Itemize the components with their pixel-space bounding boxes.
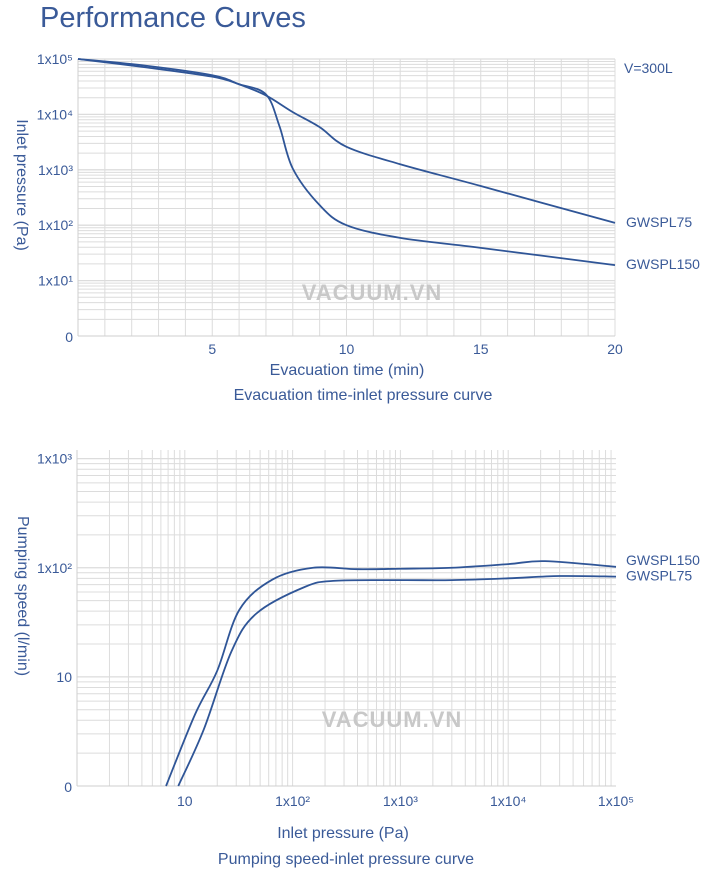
- x-tick-label: 1x10²: [275, 793, 310, 809]
- series-label-gwspl75: GWSPL75: [626, 568, 692, 584]
- series-line-gwspl75: [177, 575, 617, 787]
- series-line-gwspl150: [77, 58, 616, 267]
- series-label-gwspl150: GWSPL150: [626, 256, 700, 272]
- y-axis-label: Pumping speed (l/min): [14, 516, 31, 676]
- x-tick-label: 15: [473, 341, 489, 357]
- y-tick-label: 1x10³: [38, 162, 73, 178]
- series-label-gwspl75: GWSPL75: [626, 214, 692, 230]
- chart-title: Pumping speed-inlet pressure curve: [218, 851, 474, 868]
- y-tick-label: 1x10⁵: [37, 51, 73, 67]
- x-tick-label: 5: [208, 341, 216, 357]
- x-tick-label: 1x10³: [383, 793, 418, 809]
- series-line-gwspl75: [77, 58, 616, 224]
- y-tick-label: 10: [56, 669, 72, 685]
- x-tick-label: 10: [177, 793, 193, 809]
- y-tick-label: 1x10⁴: [37, 106, 73, 122]
- y-axis-label: Inlet pressure (Pa): [13, 119, 30, 251]
- y-tick-label: 0: [65, 329, 73, 345]
- y-tick-label: 1x10³: [37, 451, 72, 467]
- watermark: VACUUM.VN: [322, 707, 463, 732]
- x-tick-label: 20: [607, 341, 623, 357]
- x-axis-label: Evacuation time (min): [270, 362, 425, 379]
- y-tick-label: 1x10²: [37, 560, 72, 576]
- chart-title: Evacuation time-inlet pressure curve: [234, 387, 493, 404]
- series-label-gwspl150: GWSPL150: [626, 552, 700, 568]
- y-tick-label: 1x10²: [38, 217, 73, 233]
- page-title: Performance Curves: [40, 2, 306, 34]
- series-line-gwspl150: [165, 560, 617, 787]
- y-tick-label: 1x10¹: [38, 273, 73, 289]
- x-tick-label: 10: [339, 341, 355, 357]
- x-axis-label: Inlet pressure (Pa): [277, 825, 409, 842]
- volume-annotation: V=300L: [624, 60, 673, 76]
- x-tick-label: 1x10⁵: [598, 793, 634, 809]
- x-tick-label: 1x10⁴: [490, 793, 526, 809]
- watermark: VACUUM.VN: [302, 280, 443, 305]
- y-tick-label: 0: [64, 779, 72, 795]
